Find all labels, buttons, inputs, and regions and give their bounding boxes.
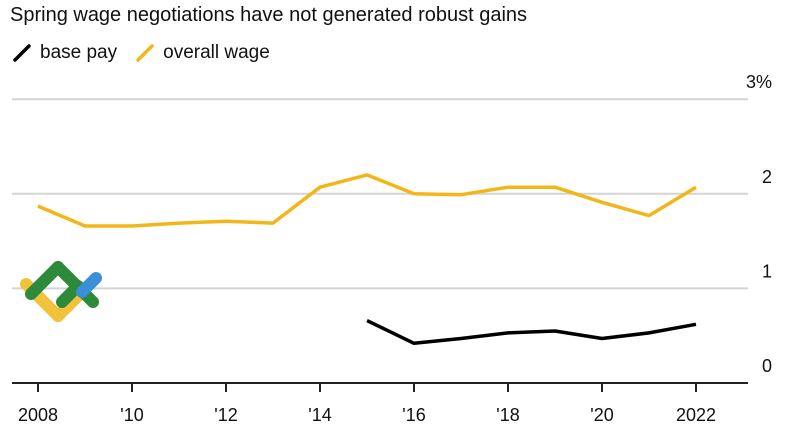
legend-label-base-pay: base pay xyxy=(40,42,118,63)
y-tick-label-2: 2 xyxy=(762,167,772,187)
watermark-logo-icon xyxy=(20,261,102,322)
x-tick-label-2022: 2022 xyxy=(676,405,716,425)
y-axis: 0 1 2 3% xyxy=(746,72,772,376)
legend-item-overall-wage: overall wage xyxy=(135,42,270,64)
legend-swatch-overall-wage xyxy=(136,44,154,62)
x-tick-label-2008: 2008 xyxy=(18,405,58,425)
x-tick-label-2020: '20 xyxy=(590,405,613,425)
legend-item-base-pay: base pay xyxy=(12,42,117,64)
legend-swatch-base-pay xyxy=(13,44,31,62)
x-tick-label-2014: '14 xyxy=(308,405,331,425)
y-tick-label-0: 0 xyxy=(762,356,772,376)
series-group xyxy=(37,173,697,346)
x-tick-label-2016: '16 xyxy=(402,405,425,425)
grid-lines xyxy=(12,98,748,290)
chart-title: Spring wage negotiations have not genera… xyxy=(10,4,528,26)
x-tick-label-2012: '12 xyxy=(214,405,237,425)
series-line-base-pay xyxy=(366,319,697,346)
x-tick-label-2018: '18 xyxy=(496,405,519,425)
legend: base pay overall wage xyxy=(12,40,288,66)
x-axis: 2008 '10 '12 '14 '16 '18 '20 2022 xyxy=(12,382,748,425)
x-tick-label-2010: '10 xyxy=(120,405,143,425)
y-tick-label-1: 1 xyxy=(762,261,772,281)
legend-label-overall-wage: overall wage xyxy=(163,42,270,63)
y-tick-label-3: 3% xyxy=(746,72,772,92)
series-line-overall-wage xyxy=(37,173,697,228)
